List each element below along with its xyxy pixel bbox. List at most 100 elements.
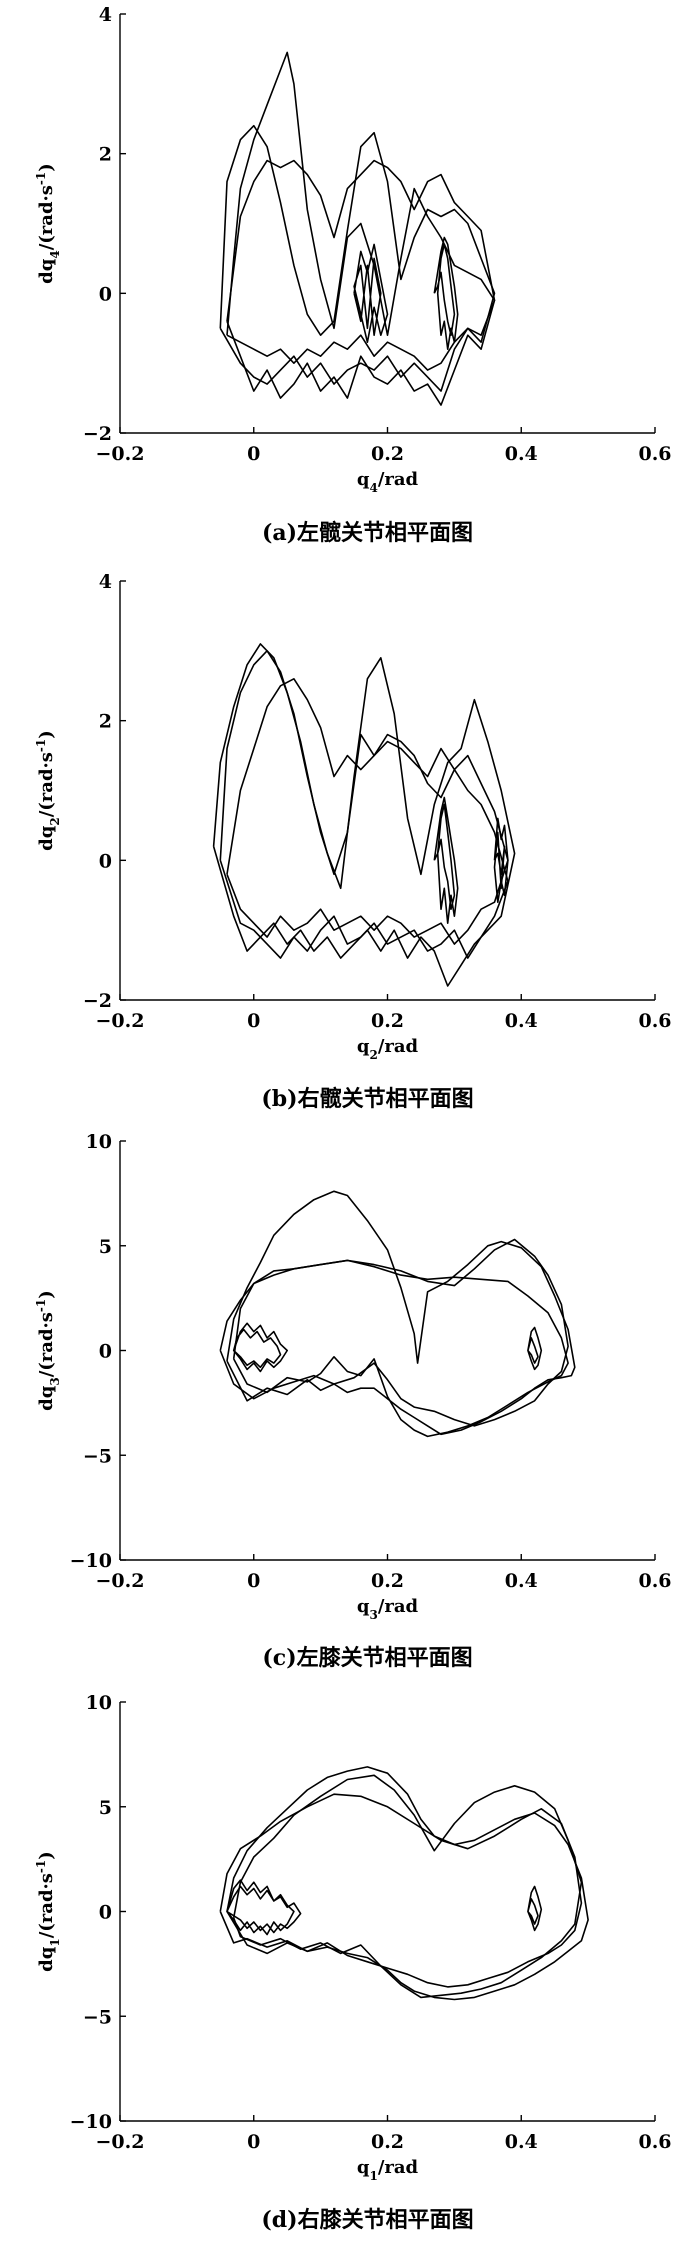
y-axis-label-part: ) [36,1851,57,1860]
y-axis-label-part: dq [36,1946,57,1972]
phase-trajectory-3 [226,159,496,406]
y-tick-label: −5 [83,1445,112,1467]
x-axis-label-part: 2 [369,1048,377,1062]
phase-trajectory-1 [226,51,496,371]
phase-trajectory-3 [219,1793,583,1988]
phase-trajectory-2 [219,650,509,959]
phase-trajectory-2 [219,124,496,392]
y-axis-label-part: /(rad·s [36,1312,57,1377]
y-axis-label-part: /(rad·s [36,752,57,817]
panel-caption: (d)右膝关节相平面图 [261,2207,473,2233]
panel-caption: (b)右髋关节相平面图 [261,1086,473,1112]
y-tick-label: −10 [70,1550,112,1572]
x-axis-label: q2/rad [357,1036,419,1062]
y-tick-label: −2 [83,990,112,1012]
x-tick-label: 0.4 [505,1010,538,1032]
phase-trajectory-3 [226,678,509,945]
phase-trajectory-4 [433,236,459,350]
x-axis-label: q1/rad [357,2157,419,2183]
phase-plot-panel-b: −0.2 0 0.2 0.4 0.6−2024q2/raddq2/(rad·s-1)(b… [34,571,672,1112]
y-tick-label: 0 [99,1341,112,1363]
y-tick-label: 10 [86,1692,112,1714]
y-axis-label: dq3/(rad·s-1) [34,1290,62,1411]
x-axis-label-part: /rad [378,1596,419,1617]
y-axis-label-part: /(rad·s [36,1873,57,1938]
y-tick-label: −10 [70,2111,112,2133]
x-tick-label: 0 [247,1570,260,1592]
x-tick-label: −0.2 [96,443,145,465]
x-tick-label: 0 [247,443,260,465]
y-tick-label: 5 [99,1797,112,1819]
phase-trajectory-4 [232,1322,288,1373]
y-axis-label-part: dq [36,258,57,284]
phase-trajectory-5 [493,817,509,903]
phase-plot-panel-c: −0.2 0 0.2 0.4 0.6−10−50510q3/raddq3/(rad·s-… [34,1131,672,1671]
x-tick-label: 0.2 [371,1570,404,1592]
y-axis-label-part: 2 [48,817,62,825]
phase-trajectory-4 [226,1879,302,1936]
y-axis-label: dq2/(rad·s-1) [34,730,62,851]
y-axis-label-part: -1 [34,172,48,185]
x-axis-label-part: 1 [369,2169,377,2183]
x-axis-label-part: /rad [378,469,419,490]
y-tick-label: 10 [86,1131,112,1153]
y-tick-label: 0 [99,850,112,872]
x-axis-label-part: q [357,2157,370,2178]
x-tick-label: 0.4 [505,2131,538,2153]
x-tick-label: −0.2 [96,2131,145,2153]
x-tick-label: −0.2 [96,1570,145,1592]
x-axis-label-part: 4 [369,481,377,495]
phase-trajectory-5 [353,243,389,343]
x-axis-label: q3/rad [357,1596,419,1622]
x-axis-label-part: /rad [378,2157,419,2178]
x-axis-label: q4/rad [357,469,419,495]
phase-trajectory-5 [527,1885,543,1932]
x-tick-label: 0.4 [505,443,538,465]
y-axis-label-part: -1 [34,1299,48,1312]
y-tick-label: −5 [83,2006,112,2028]
x-tick-label: −0.2 [96,1010,145,1032]
x-axis-label-part: /rad [378,1036,419,1057]
x-tick-label: 0.2 [371,1010,404,1032]
phase-trajectory-5 [527,1326,543,1371]
y-tick-label: 5 [99,1236,112,1258]
y-tick-label: 4 [99,4,112,26]
y-axis-label: dq1/(rad·s-1) [34,1851,62,1972]
x-axis-label-part: q [357,1596,370,1617]
y-axis-label: dq4/(rad·s-1) [34,163,62,284]
y-axis-label-part: dq [36,1385,57,1411]
y-tick-label: 2 [99,711,112,733]
y-tick-label: −2 [83,423,112,445]
phase-plot-panel-a: −0.2 0 0.2 0.4 0.6−2024q4/raddq4/(rad·s-1)(a… [34,4,672,546]
phase-trajectory-1 [226,1766,589,2001]
phase-trajectory-2 [232,1774,583,1999]
x-axis-label-part: q [357,1036,370,1057]
y-axis-label-part: 1 [48,1938,62,1946]
phase-trajectory-1 [226,1190,576,1436]
x-tick-label: 0 [247,1010,260,1032]
y-tick-label: 0 [99,1902,112,1924]
y-tick-label: 4 [99,571,112,593]
y-axis-label-part: ) [36,1290,57,1299]
phase-plot-panel-d: −0.2 0 0.2 0.4 0.6−10−50510q1/raddq1/(rad·s-… [34,1692,672,2233]
x-tick-label: 0.2 [371,443,404,465]
x-axis-label-part: q [357,469,370,490]
x-tick-label: 0.6 [638,1570,671,1592]
x-tick-label: 0.4 [505,1570,538,1592]
x-axis-label-part: 3 [369,1608,377,1622]
y-tick-label: 0 [99,283,112,305]
y-axis-label-part: 4 [48,250,62,258]
y-axis-label-part: -1 [34,1860,48,1873]
y-axis-label-part: /(rad·s [36,185,57,250]
x-tick-label: 0.6 [638,443,671,465]
y-axis-label-part: ) [36,730,57,739]
y-axis-label-part: -1 [34,739,48,752]
panel-caption: (c)左膝关节相平面图 [262,1645,472,1671]
y-axis-label-part: 3 [48,1377,62,1385]
x-tick-label: 0.2 [371,2131,404,2153]
phase-trajectory-4 [433,796,459,924]
panel-caption: (a)左髋关节相平面图 [262,520,473,546]
y-axis-label-part: dq [36,825,57,851]
phase-trajectory-3 [219,1238,569,1427]
